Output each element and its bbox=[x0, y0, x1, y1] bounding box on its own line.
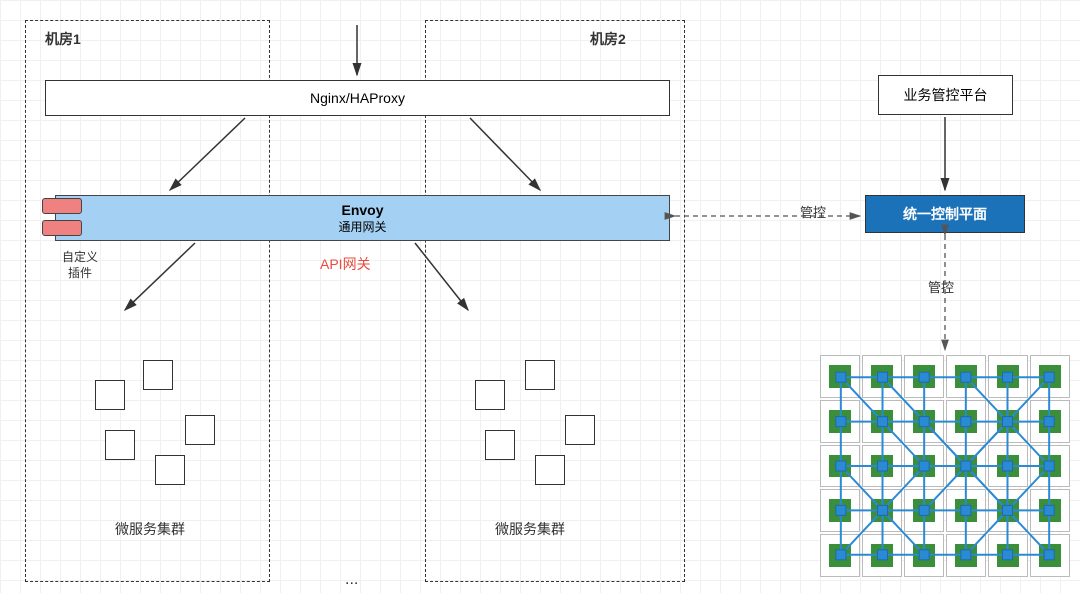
ms-box bbox=[95, 380, 125, 410]
cluster-1-label: 微服务集群 bbox=[115, 520, 185, 538]
plugin-tab-2 bbox=[42, 220, 82, 236]
ellipsis-label: ... bbox=[345, 570, 358, 591]
ms-box bbox=[155, 455, 185, 485]
control-plane-label: 统一控制平面 bbox=[903, 204, 987, 224]
mgmt-platform-label: 业务管控平台 bbox=[904, 85, 988, 105]
ctrl-label-left: 管控 bbox=[800, 205, 826, 222]
envoy-subtitle: 通用网关 bbox=[338, 218, 386, 235]
envoy-gateway-box: Envoy 通用网关 bbox=[55, 195, 670, 241]
load-balancer-label: Nginx/HAProxy bbox=[310, 90, 405, 106]
ctrl-label-bottom: 管控 bbox=[928, 280, 954, 297]
plugin-tab-1 bbox=[42, 198, 82, 214]
datacenter-1-label: 机房1 bbox=[45, 30, 81, 48]
envoy-title: Envoy bbox=[341, 202, 383, 218]
ms-box bbox=[525, 360, 555, 390]
ms-box bbox=[485, 430, 515, 460]
control-plane-box: 统一控制平面 bbox=[865, 195, 1025, 233]
cluster-2-label: 微服务集群 bbox=[495, 520, 565, 538]
ms-box bbox=[535, 455, 565, 485]
ms-box bbox=[565, 415, 595, 445]
datacenter-2-label: 机房2 bbox=[590, 30, 626, 48]
api-gateway-label: API网关 bbox=[320, 255, 371, 273]
ms-box bbox=[475, 380, 505, 410]
load-balancer-box: Nginx/HAProxy bbox=[45, 80, 670, 116]
plugin-label: 自定义 插件 bbox=[62, 250, 98, 281]
ms-box bbox=[105, 430, 135, 460]
service-mesh-grid bbox=[820, 355, 1070, 577]
ms-box bbox=[143, 360, 173, 390]
ms-box bbox=[185, 415, 215, 445]
mgmt-platform-box: 业务管控平台 bbox=[878, 75, 1013, 115]
